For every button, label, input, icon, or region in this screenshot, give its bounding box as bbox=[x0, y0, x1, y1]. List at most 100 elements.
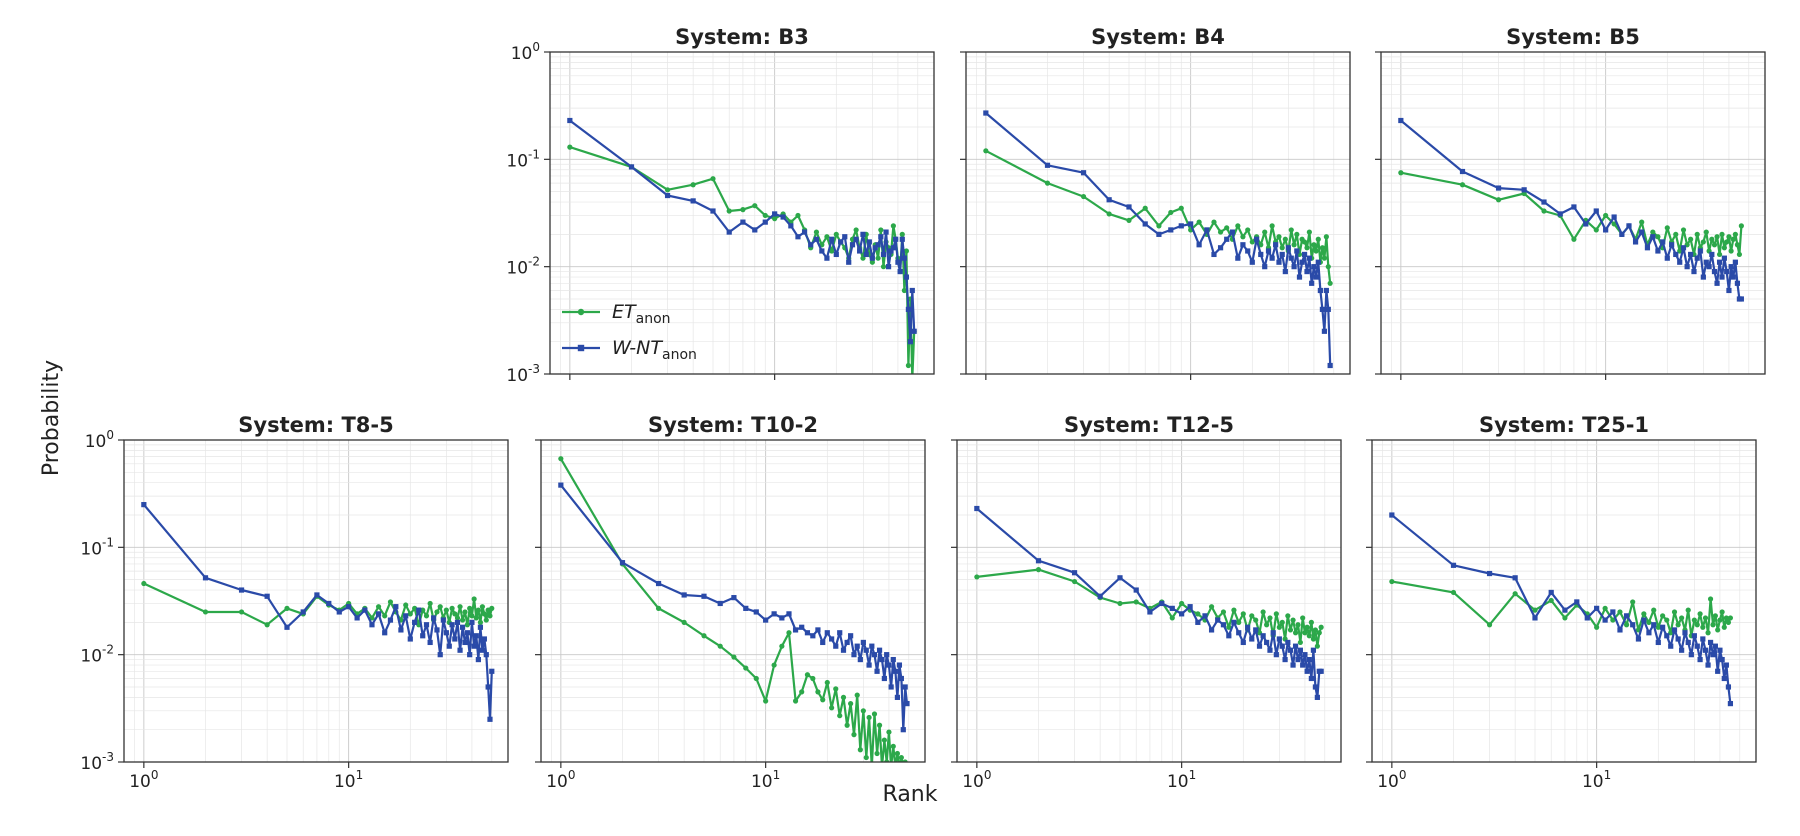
data-point bbox=[860, 231, 866, 237]
data-point bbox=[382, 613, 388, 619]
data-point bbox=[1574, 599, 1580, 605]
data-point bbox=[1035, 558, 1042, 564]
data-point bbox=[1694, 231, 1700, 237]
panel-title: System: T25-1 bbox=[1479, 413, 1649, 437]
data-point bbox=[905, 306, 912, 312]
data-point bbox=[449, 605, 455, 611]
data-point bbox=[1593, 208, 1599, 214]
data-point bbox=[464, 622, 470, 628]
data-point bbox=[1700, 636, 1706, 642]
data-point bbox=[710, 208, 716, 214]
data-point bbox=[1279, 251, 1285, 258]
data-point bbox=[1106, 197, 1112, 203]
data-point bbox=[1702, 647, 1709, 653]
data-point bbox=[1187, 604, 1193, 610]
data-point bbox=[1691, 633, 1697, 639]
data-point bbox=[1300, 662, 1306, 668]
data-point bbox=[1723, 662, 1729, 668]
data-point bbox=[701, 633, 707, 639]
data-point bbox=[300, 609, 306, 615]
data-point bbox=[1655, 639, 1661, 646]
data-point bbox=[1276, 234, 1282, 240]
data-point bbox=[1548, 597, 1554, 604]
data-point bbox=[762, 212, 768, 219]
data-point bbox=[895, 259, 901, 265]
data-point bbox=[883, 229, 889, 235]
data-point bbox=[910, 376, 915, 381]
data-point bbox=[813, 229, 820, 235]
data-point bbox=[1705, 662, 1711, 668]
data-point bbox=[1486, 622, 1493, 628]
data-point bbox=[1521, 187, 1527, 193]
grid bbox=[549, 51, 935, 375]
data-point bbox=[1677, 259, 1683, 265]
data-point bbox=[810, 633, 816, 639]
data-point bbox=[1311, 242, 1317, 248]
data-point bbox=[362, 607, 368, 613]
data-point bbox=[1685, 607, 1691, 613]
x-tick-label: 100 bbox=[546, 768, 575, 792]
data-point bbox=[1159, 600, 1165, 607]
data-point bbox=[848, 701, 854, 707]
data-point bbox=[1294, 248, 1300, 254]
data-point bbox=[434, 609, 440, 615]
data-point bbox=[799, 689, 805, 695]
data-point bbox=[869, 255, 875, 261]
data-point bbox=[567, 117, 573, 124]
data-point bbox=[1071, 570, 1078, 576]
data-point bbox=[890, 743, 896, 749]
data-point bbox=[202, 609, 209, 615]
data-point bbox=[452, 636, 458, 642]
data-point bbox=[885, 264, 892, 270]
data-point bbox=[820, 639, 826, 646]
data-point bbox=[487, 716, 493, 722]
data-point bbox=[1679, 615, 1685, 621]
data-point bbox=[1217, 229, 1224, 235]
data-point bbox=[1610, 617, 1616, 623]
data-point bbox=[1260, 633, 1266, 639]
data-point bbox=[238, 587, 245, 593]
data-point bbox=[1245, 248, 1251, 254]
data-point bbox=[1617, 609, 1623, 615]
data-point bbox=[403, 613, 409, 619]
panel-title: System: B3 bbox=[675, 25, 809, 49]
data-point bbox=[1269, 223, 1275, 229]
data-point bbox=[1316, 630, 1322, 636]
data-point bbox=[382, 630, 388, 636]
data-point bbox=[1646, 619, 1652, 625]
data-point bbox=[1644, 245, 1651, 251]
data-point bbox=[1730, 274, 1736, 280]
data-point bbox=[1717, 647, 1723, 653]
y-tick-label: 10-2 bbox=[506, 255, 540, 279]
data-point bbox=[1147, 609, 1153, 615]
data-point bbox=[1319, 245, 1326, 251]
data-point bbox=[1292, 630, 1299, 636]
data-point bbox=[1282, 236, 1288, 242]
data-point bbox=[558, 482, 564, 488]
data-point bbox=[1664, 633, 1670, 639]
data-point bbox=[1315, 259, 1321, 265]
data-point bbox=[1562, 607, 1568, 613]
data-point bbox=[1706, 264, 1712, 270]
data-point bbox=[1650, 234, 1656, 240]
data-point bbox=[558, 456, 564, 462]
data-point bbox=[907, 339, 913, 345]
data-point bbox=[1685, 639, 1691, 646]
legend-label: W-NTanon bbox=[612, 337, 697, 363]
data-point bbox=[1287, 647, 1294, 653]
axes-frame bbox=[1371, 439, 1757, 763]
data-point bbox=[1231, 607, 1237, 613]
data-point bbox=[1308, 675, 1314, 682]
data-point bbox=[464, 630, 470, 636]
panel-title: System: B4 bbox=[1091, 25, 1225, 49]
data-point bbox=[857, 656, 863, 663]
data-point bbox=[731, 654, 737, 660]
grid bbox=[1380, 51, 1766, 375]
data-point bbox=[369, 615, 375, 621]
panels-layer: 100 10-1 10-2 10-3 System: B3 ETanon W-NTanon S… bbox=[80, 25, 1766, 792]
data-point bbox=[753, 675, 759, 682]
data-point bbox=[874, 668, 880, 674]
data-point bbox=[437, 604, 443, 610]
grid bbox=[1371, 439, 1757, 763]
